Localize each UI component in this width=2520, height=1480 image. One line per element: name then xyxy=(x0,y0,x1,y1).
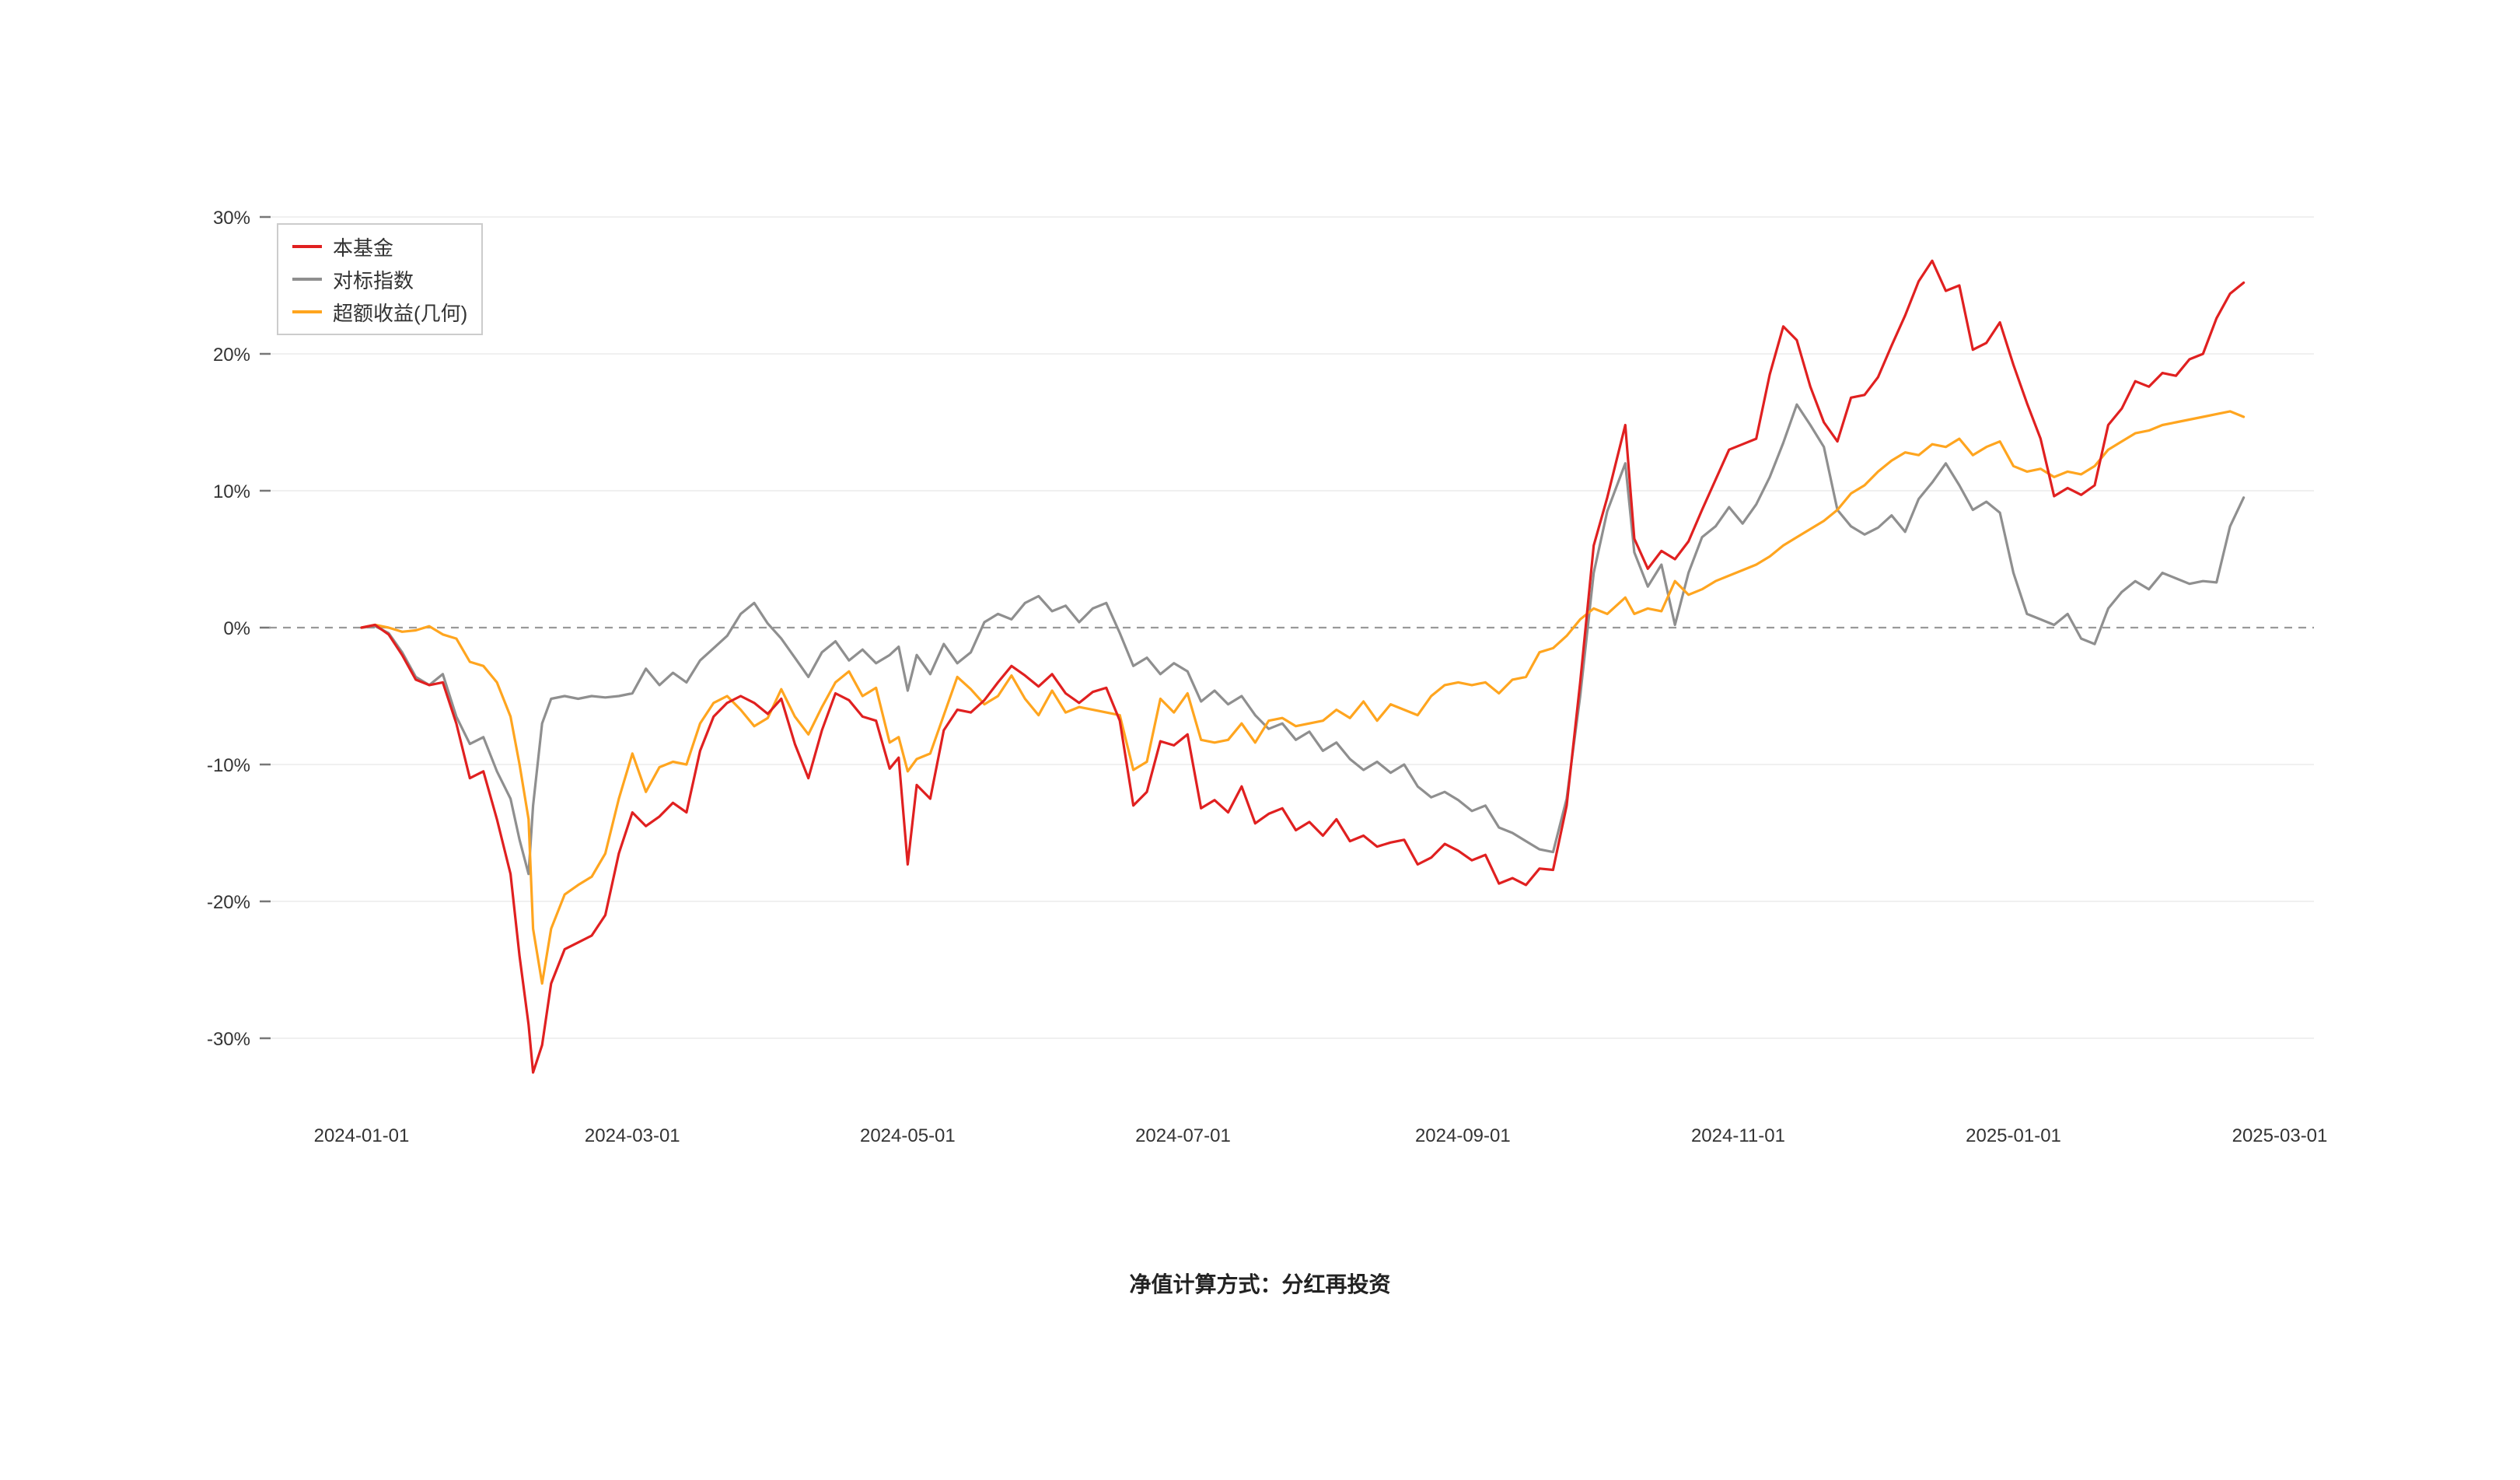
series-line-2 xyxy=(360,410,2246,985)
legend-line-swatch xyxy=(292,245,322,248)
y-axis-label: 10% xyxy=(213,481,250,502)
legend-label: 超额收益(几何) xyxy=(333,301,468,325)
x-axis-label: 2024-05-01 xyxy=(860,1125,956,1146)
legend-label: 对标指数 xyxy=(333,268,414,292)
x-axis-label: 2025-01-01 xyxy=(1966,1125,2061,1146)
x-axis-label: 2024-07-01 xyxy=(1135,1125,1231,1146)
x-axis-label: 2025-03-01 xyxy=(2232,1125,2328,1146)
chart-legend: 本基金对标指数超额收益(几何) xyxy=(277,223,484,335)
x-axis-label: 2024-03-01 xyxy=(585,1125,680,1146)
y-axis-label: -20% xyxy=(207,892,250,913)
y-axis-label: 0% xyxy=(223,618,250,639)
legend-item-2[interactable]: 超额收益(几何) xyxy=(292,298,467,326)
x-axis-label: 2024-01-01 xyxy=(314,1125,410,1146)
y-axis-label: -30% xyxy=(207,1029,250,1050)
legend-item-0[interactable]: 本基金 xyxy=(292,233,467,261)
series-line-0 xyxy=(360,259,2246,1074)
nav-calculation-note: 净值计算方式：分红再投资 xyxy=(1129,1272,1391,1296)
y-axis-label: -10% xyxy=(207,755,250,776)
legend-line-swatch xyxy=(292,278,322,281)
legend-label: 本基金 xyxy=(333,236,394,260)
y-axis-label: 20% xyxy=(213,345,250,366)
x-axis-label: 2024-09-01 xyxy=(1415,1125,1511,1146)
series-line-1 xyxy=(360,403,2246,876)
legend-line-swatch xyxy=(292,310,322,313)
legend-item-1[interactable]: 对标指数 xyxy=(292,265,467,293)
x-axis-label: 2024-11-01 xyxy=(1691,1125,1785,1146)
y-axis-label: 30% xyxy=(213,208,250,229)
